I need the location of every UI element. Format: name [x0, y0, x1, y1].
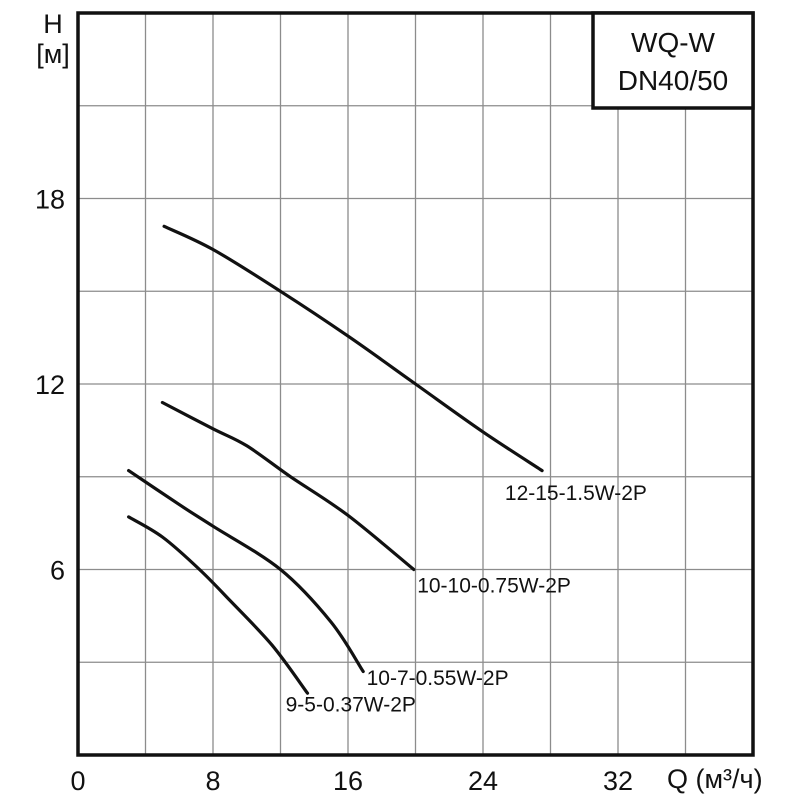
y-axis-title-unit: [м]	[36, 39, 70, 69]
plot-frame	[76, 11, 755, 757]
x-axis-tick-labels: 0 8 16 24 32	[70, 766, 633, 796]
x-tick-label: 16	[333, 766, 363, 796]
pump-curve	[127, 469, 365, 674]
curve-label: 12-15-1.5W-2P	[505, 482, 647, 505]
y-axis-title-symbol: H	[43, 9, 63, 39]
curve-label: 9-5-0.37W-2P	[286, 694, 416, 717]
x-tick-label: 0	[70, 766, 85, 796]
pump-curve	[160, 400, 416, 572]
x-tick-label: 24	[468, 766, 498, 796]
pump-curve	[162, 224, 544, 473]
pump-curves	[127, 224, 544, 695]
curve-label: 10-10-0.75W-2P	[417, 575, 571, 598]
y-tick-label: 18	[35, 185, 65, 215]
model-name-line2: DN40/50	[618, 65, 729, 96]
curve-labels: 12-15-1.5W-2P 10-10-0.75W-2P 10-7-0.55W-2P…	[286, 482, 647, 717]
pump-curve	[127, 515, 310, 695]
x-tick-label: 32	[603, 766, 633, 796]
model-name-line1: WQ-W	[631, 27, 716, 58]
curve-label: 10-7-0.55W-2P	[367, 667, 509, 690]
model-title-box: WQ-W DN40/50	[591, 11, 755, 110]
y-axis-tick-labels: 6 12 18	[35, 185, 65, 586]
y-tick-label: 12	[35, 370, 65, 400]
x-axis-title: Q (м³/ч)	[667, 764, 763, 794]
x-tick-label: 8	[205, 766, 220, 796]
model-title-box-border	[591, 11, 755, 110]
y-tick-label: 6	[50, 556, 65, 586]
